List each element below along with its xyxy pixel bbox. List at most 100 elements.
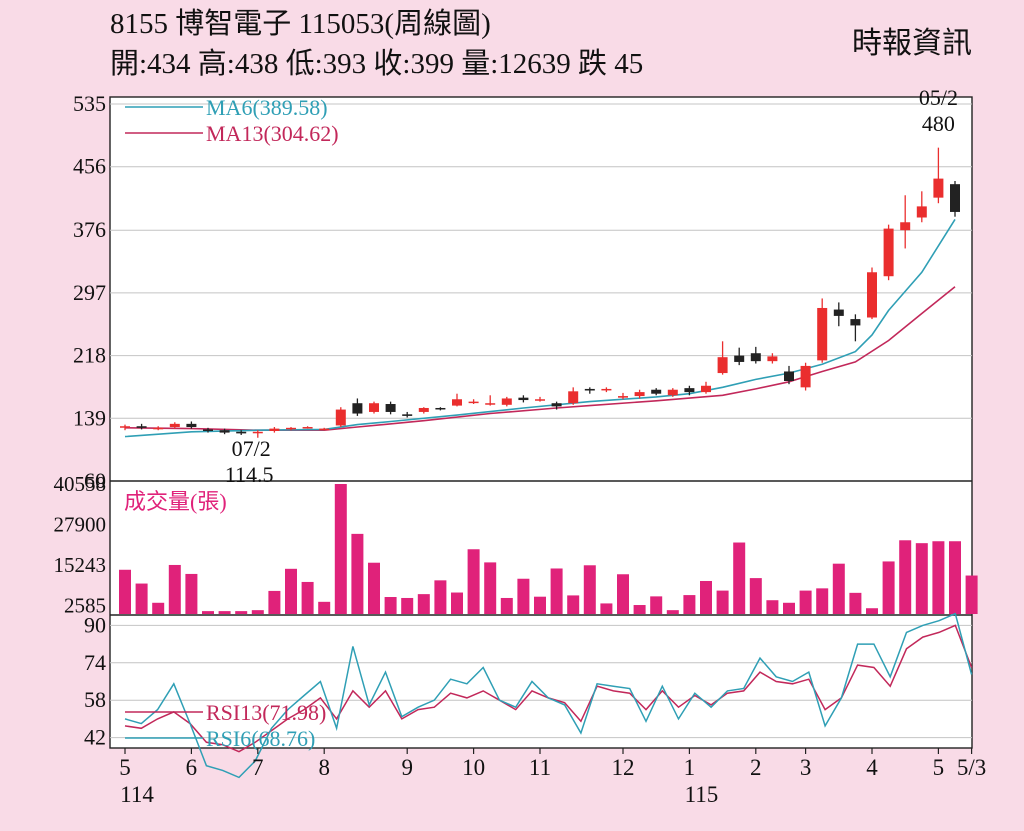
volume-bar [700,580,712,614]
volume-bar [899,540,912,614]
candle-body [286,427,296,430]
x-tick-label: 5 [933,755,945,780]
candle-body [535,399,545,401]
candle-body [551,403,562,407]
x-tick-label: 4 [866,755,878,780]
candle-body [236,431,247,434]
rsi-tick-label: 90 [84,612,106,637]
volume-bar [534,596,546,614]
x-tick-label: 1 [684,755,696,780]
volume-bar [434,580,447,614]
candle-body [352,403,363,414]
candle-body [833,309,844,316]
volume-bar [783,602,795,614]
x-tick-label: 12 [612,755,635,780]
volume-bar [882,561,895,614]
price-tick-label: 218 [73,343,106,368]
candle-body [501,398,512,405]
price-tick-label: 297 [73,280,106,305]
volume-bar [202,611,214,614]
x-tick-label: 7 [252,755,264,780]
volume-bar [251,610,264,614]
volume-bar [467,549,480,614]
candle-body [601,388,612,391]
volume-bar [799,590,812,614]
candle-body [186,423,197,428]
candle-body [916,206,927,218]
rsi-tick-label: 42 [84,725,106,750]
volume-bar [417,594,430,614]
candle-body [734,355,745,362]
volume-bar [500,597,513,614]
candle-body [701,385,711,393]
volume-bar [866,608,878,614]
high-value-label: 480 [922,111,955,136]
rsi6-legend-label: RSI6(68.76) [206,726,315,751]
x-tick-label: 11 [529,755,551,780]
ma6-legend-label: MA6(389.58) [206,95,328,120]
candle-body [900,222,911,231]
candle-body [767,356,778,362]
price-tick-label: 535 [73,91,106,116]
candle-body [518,397,529,401]
volume-bar [351,533,364,614]
candle-body [136,426,147,428]
volume-bar [135,583,148,614]
ma13-legend-label: MA13(304.62) [206,121,339,146]
volume-bar [932,541,945,614]
candle-body [369,403,379,412]
x-tick-label: 10 [462,755,485,780]
low-value-label: 114.5 [225,462,274,487]
volume-bar [550,568,563,614]
candle-body [385,404,396,412]
volume-bar [716,590,729,614]
chart-title: 8155 博智電子 115053(周線圖) [110,8,491,40]
candle-body [800,365,811,388]
volume-bar [301,581,314,614]
volume-bar [832,563,845,614]
volume-bar [915,543,928,614]
candle-body [153,427,164,430]
volume-bar [185,573,198,614]
volume-bar [119,569,131,614]
high-date-label: 05/2 [919,85,958,110]
volume-bar [683,595,696,614]
volume-bar [318,601,331,614]
x-tick-label: 6 [186,755,198,780]
volume-bar [368,562,380,614]
candle-body [850,319,861,326]
rsi6-line [124,612,973,779]
candle-body [169,423,180,428]
x-year-label: 114 [120,782,154,807]
volume-bar [567,595,580,614]
volume-bar [949,541,961,614]
candle-body [468,401,479,404]
rsi13-legend-label: RSI13(71.98) [206,700,326,725]
candle-body [435,407,446,410]
volume-bar [766,600,779,614]
candle-body [302,427,313,429]
candle-body [618,396,628,398]
candle-body [319,428,330,431]
volume-bar [600,603,613,614]
candle-body [335,409,346,426]
volume-bar [334,484,347,614]
candle-body [485,403,496,405]
low-date-label: 07/2 [232,436,271,461]
candle-body [634,392,645,397]
candle-body [402,414,413,416]
volume-bar [451,592,463,614]
volume-bar [617,574,629,614]
candle-body [784,371,794,381]
x-tick-label: 9 [401,755,413,780]
candle-body [817,307,828,361]
volume-bar [650,596,663,614]
price-tick-label: 376 [73,217,106,242]
x-tick-label: 3 [800,755,812,780]
candle-body [651,389,662,394]
volume-bar [285,568,297,614]
candle-body [667,389,678,396]
x-year-label: 115 [685,782,719,807]
candle-body [883,228,894,277]
